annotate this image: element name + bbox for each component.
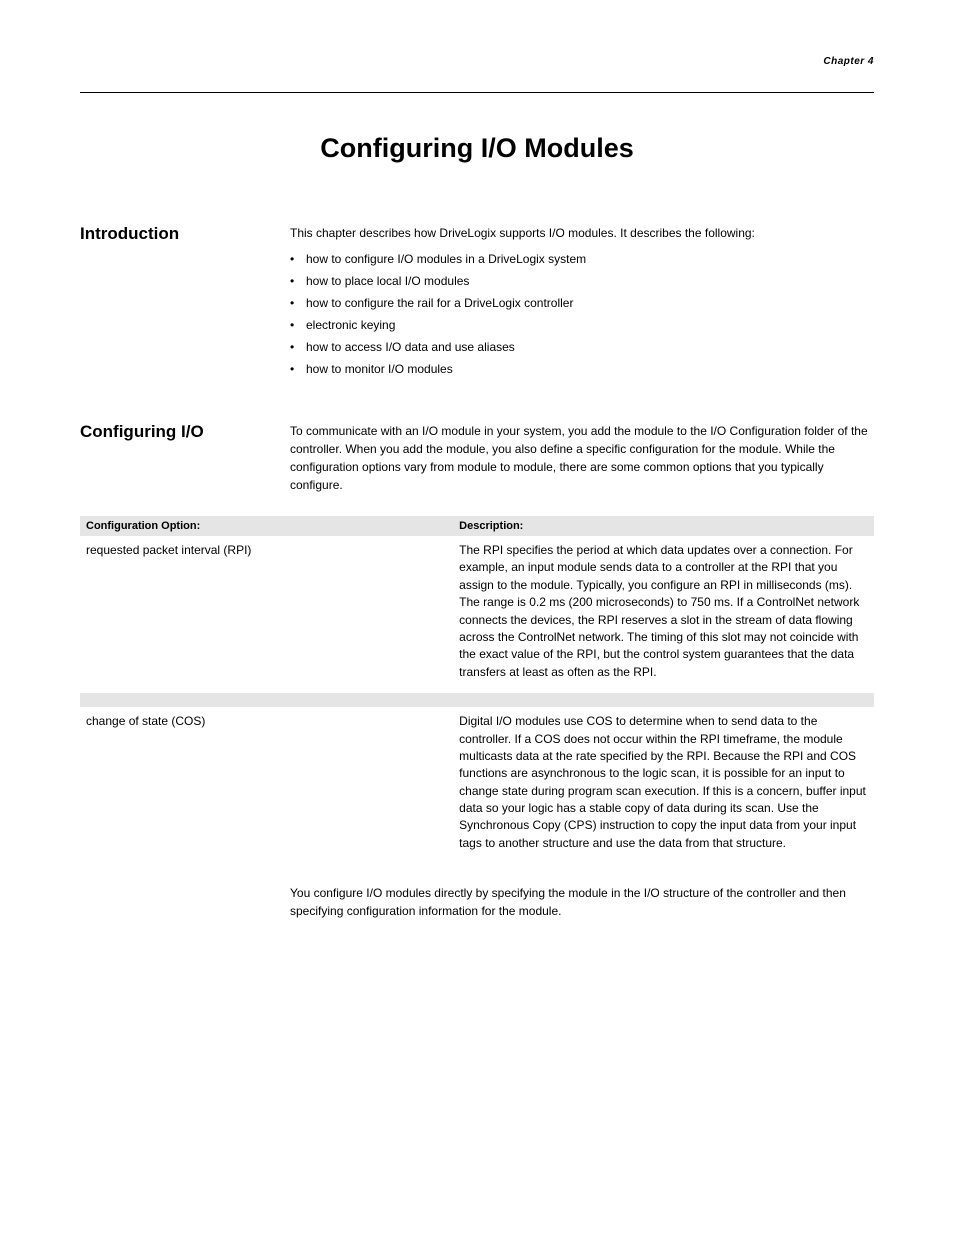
list-item: •how to access I/O data and use aliases bbox=[290, 338, 874, 356]
section-configuring-io: Configuring I/O To communicate with an I… bbox=[80, 422, 874, 510]
table-cell: change of state (COS) bbox=[80, 707, 453, 864]
table-header: Configuration Option: Description: bbox=[80, 516, 874, 536]
list-item-label: how to configure the rail for a DriveLog… bbox=[306, 294, 573, 312]
bullet: • bbox=[290, 272, 306, 290]
list-item-label: how to access I/O data and use aliases bbox=[306, 338, 515, 356]
table-row: change of state (COS) Digital I/O module… bbox=[80, 707, 874, 864]
spacer bbox=[80, 382, 874, 422]
section-configuring-io-cont: You configure I/O modules directly by sp… bbox=[80, 884, 874, 936]
table-cell: The RPI specifies the period at which da… bbox=[453, 536, 874, 693]
table-header-cell: Description: bbox=[453, 516, 874, 536]
table-cell: Digital I/O modules use COS to determine… bbox=[453, 707, 874, 864]
list-item-label: how to monitor I/O modules bbox=[306, 360, 453, 378]
bullet: • bbox=[290, 316, 306, 334]
list-item: •how to place local I/O modules bbox=[290, 272, 874, 290]
list-item: •how to monitor I/O modules bbox=[290, 360, 874, 378]
section-introduction: Introduction This chapter describes how … bbox=[80, 224, 874, 382]
bullet: • bbox=[290, 338, 306, 356]
section-heading-configuring-io: Configuring I/O bbox=[80, 422, 290, 442]
spacer bbox=[80, 164, 874, 224]
list-item-label: how to place local I/O modules bbox=[306, 272, 469, 290]
config-paragraph-1: To communicate with an I/O module in you… bbox=[290, 422, 874, 494]
intro-paragraph: This chapter describes how DriveLogix su… bbox=[290, 224, 874, 242]
section-body-introduction: This chapter describes how DriveLogix su… bbox=[290, 224, 874, 382]
bottom-space bbox=[80, 936, 874, 1136]
table-divider bbox=[80, 693, 874, 707]
page-title: Configuring I/O Modules bbox=[80, 133, 874, 164]
list-item: •how to configure the rail for a DriveLo… bbox=[290, 294, 874, 312]
bullet: • bbox=[290, 250, 306, 268]
table-header-cell: Configuration Option: bbox=[80, 516, 453, 536]
table-row: requested packet interval (RPI) The RPI … bbox=[80, 536, 874, 693]
page: Chapter 4 Configuring I/O Modules Introd… bbox=[0, 0, 954, 1196]
bullet: • bbox=[290, 294, 306, 312]
config-options-table: Configuration Option: Description: reque… bbox=[80, 516, 874, 864]
intro-bullet-list: •how to configure I/O modules in a Drive… bbox=[290, 250, 874, 378]
bullet: • bbox=[290, 360, 306, 378]
header-area: Chapter 4 bbox=[80, 56, 874, 86]
config-paragraph-2: You configure I/O modules directly by sp… bbox=[290, 884, 874, 920]
spacer bbox=[80, 93, 874, 133]
list-item: •electronic keying bbox=[290, 316, 874, 334]
section-heading-introduction: Introduction bbox=[80, 224, 290, 244]
section-body-configuring-io: To communicate with an I/O module in you… bbox=[290, 422, 874, 510]
list-item: •how to configure I/O modules in a Drive… bbox=[290, 250, 874, 268]
section-body: You configure I/O modules directly by sp… bbox=[290, 884, 874, 936]
list-item-label: electronic keying bbox=[306, 316, 395, 334]
chapter-tag: Chapter 4 bbox=[80, 56, 874, 67]
table-cell: requested packet interval (RPI) bbox=[80, 536, 453, 693]
list-item-label: how to configure I/O modules in a DriveL… bbox=[306, 250, 586, 268]
